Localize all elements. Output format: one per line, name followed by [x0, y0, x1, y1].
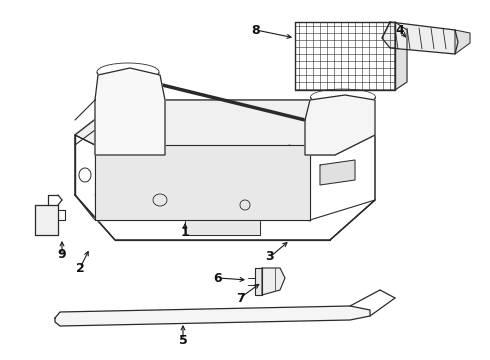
Polygon shape — [305, 95, 375, 155]
Text: 8: 8 — [252, 23, 260, 36]
Polygon shape — [382, 22, 458, 54]
Polygon shape — [75, 100, 375, 240]
Polygon shape — [95, 145, 310, 220]
Polygon shape — [95, 68, 165, 155]
Text: 9: 9 — [58, 248, 66, 261]
Polygon shape — [255, 268, 262, 295]
Polygon shape — [395, 22, 407, 90]
Polygon shape — [455, 30, 470, 54]
Polygon shape — [295, 22, 395, 90]
Text: 5: 5 — [179, 333, 187, 346]
Polygon shape — [35, 205, 58, 235]
Text: 6: 6 — [214, 271, 222, 284]
Text: 2: 2 — [75, 261, 84, 274]
Polygon shape — [262, 268, 285, 295]
Polygon shape — [320, 160, 355, 185]
Polygon shape — [75, 100, 375, 155]
Text: 4: 4 — [395, 23, 404, 36]
Text: 3: 3 — [266, 251, 274, 264]
Polygon shape — [185, 220, 260, 235]
Polygon shape — [55, 306, 370, 326]
Text: 7: 7 — [236, 292, 245, 305]
Text: 1: 1 — [181, 225, 189, 239]
